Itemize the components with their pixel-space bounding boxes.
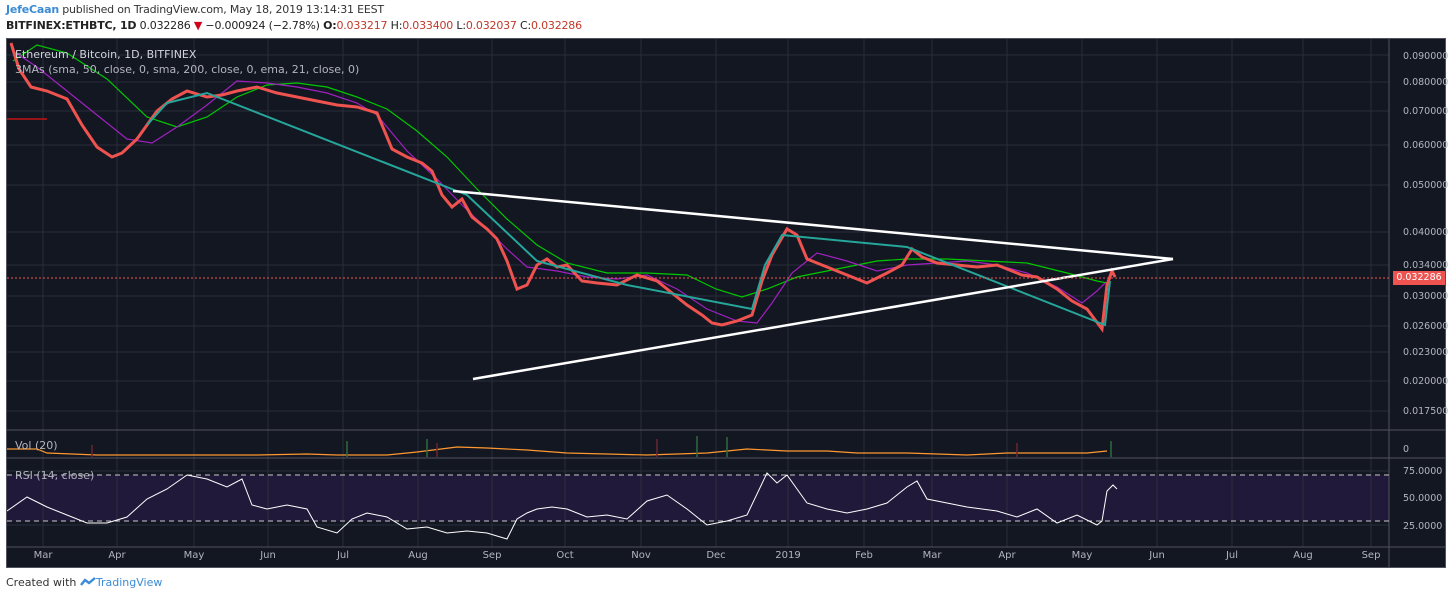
current-price-tag: 0.032286 <box>1393 271 1445 285</box>
change-value: −0.000924 (−2.78%) <box>205 19 320 32</box>
time-axis-label: Jun <box>1149 550 1165 561</box>
chart-title: Ethereum / Bitcoin, 1D, BITFINEX <box>15 48 197 61</box>
publish-info: JefeCaan published on TradingView.com, M… <box>6 3 384 16</box>
time-axis-label: Mar <box>922 550 942 561</box>
time-axis-label: Apr <box>108 550 126 561</box>
open-value: 0.033217 <box>336 19 388 32</box>
price-axis-label: 0.030000 <box>1403 291 1449 302</box>
price-axis-label: 0.020000 <box>1403 376 1449 387</box>
chart-svg <box>7 39 1445 567</box>
time-axis-label: Aug <box>408 550 428 561</box>
close-value: 0.032286 <box>531 19 582 32</box>
lower-trendline <box>472 257 1174 381</box>
rsi-axis-label: 50.0000 <box>1403 493 1443 504</box>
volume-ma <box>7 446 1108 456</box>
author-link[interactable]: JefeCaan <box>6 3 59 16</box>
time-axis-label: May <box>183 550 205 561</box>
volume-axis-label: 0 <box>1403 444 1410 455</box>
close-label: C: <box>520 19 532 32</box>
price-axis-label: 0.080000 <box>1403 77 1449 88</box>
rsi-band <box>7 475 1389 521</box>
price-axis-label: 0.070000 <box>1403 106 1449 117</box>
time-axis-label: Jul <box>336 550 350 561</box>
time-axis-label: Dec <box>706 550 726 561</box>
indicator-legend[interactable]: 3MAs (sma, 50, close, 0, sma, 200, close… <box>15 63 360 76</box>
time-axis-label: Jun <box>260 550 276 561</box>
sma50-line <box>12 44 1108 298</box>
chart-canvas[interactable]: Ethereum / Bitcoin, 1D, BITFINEX 3MAs (s… <box>6 38 1449 568</box>
upper-trendline <box>452 189 1174 261</box>
time-axis-label: May <box>1071 550 1093 561</box>
ohlc-bar: BITFINEX:ETHBTC, 1D 0.032286 ▼ −0.000924… <box>6 19 582 32</box>
price-axis-label: 0.090000 <box>1403 51 1449 62</box>
grid <box>7 39 1389 547</box>
high-value: 0.033400 <box>402 19 454 32</box>
time-axis-label: Nov <box>631 550 651 561</box>
open-label: O: <box>323 19 337 32</box>
price-axis-label: 0.050000 <box>1403 180 1449 191</box>
ema21-line <box>12 50 1106 324</box>
rsi-axis-label: 75.0000 <box>1403 466 1443 477</box>
time-axis-label: Sep <box>482 550 502 561</box>
down-arrow-icon: ▼ <box>193 19 203 32</box>
created-with-text: Created with <box>6 576 77 589</box>
volume-legend[interactable]: Vol (20) <box>15 439 58 452</box>
time-axis-label: Oct <box>556 550 574 561</box>
rsi-axis-label: 25.0000 <box>1403 521 1443 532</box>
rsi-legend[interactable]: RSI (14, close) <box>15 469 95 482</box>
price-axis-label: 0.060000 <box>1403 140 1449 151</box>
time-axis-label: Sep <box>1361 550 1381 561</box>
published-text: published on TradingView.com, May 18, 20… <box>62 3 384 16</box>
time-axis-label: Mar <box>33 550 53 561</box>
tradingview-logo-icon <box>79 577 96 586</box>
price-axis-label: 0.040000 <box>1403 227 1449 238</box>
tradingview-link[interactable]: TradingView <box>95 576 163 589</box>
time-axis-label: Feb <box>855 550 873 561</box>
price-axis-label: 0.026000 <box>1403 321 1449 332</box>
price-axis-label: 0.017500 <box>1403 406 1449 417</box>
time-axis-label: Jul <box>1225 550 1239 561</box>
symbol-label: BITFINEX:ETHBTC, 1D <box>6 19 137 32</box>
price-axis-label: 0.034000 <box>1403 260 1449 271</box>
rsi-line <box>7 472 1118 540</box>
time-axis-label: Aug <box>1293 550 1313 561</box>
price-axis-label: 0.023000 <box>1403 347 1449 358</box>
low-label: L: <box>456 19 466 32</box>
footer: Created with TradingView <box>6 576 162 589</box>
low-value: 0.032037 <box>465 19 517 32</box>
price-candles <box>9 42 1117 333</box>
last-price: 0.032286 <box>139 19 191 32</box>
time-axis-label: Apr <box>998 550 1016 561</box>
high-label: H: <box>390 19 403 32</box>
time-axis-label: 2019 <box>775 550 801 561</box>
